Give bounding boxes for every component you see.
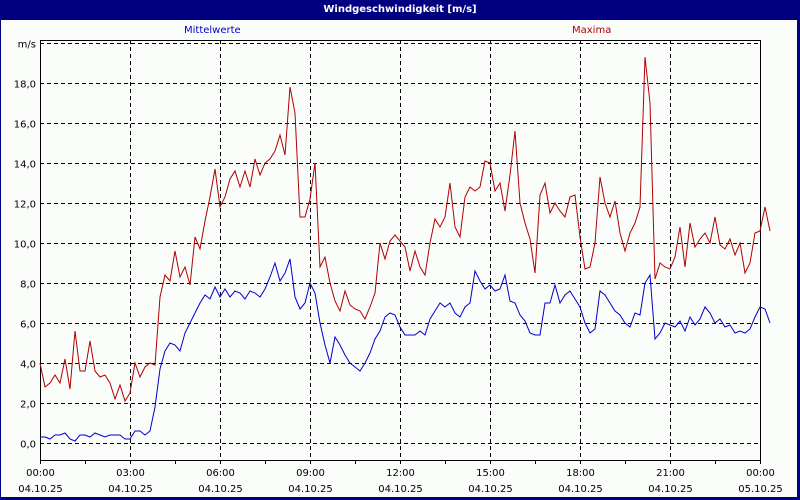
x-tick-time: 06:00 — [206, 468, 235, 479]
chart-panel: Mittelwerte Maxima 0,0 2,0 4,0 6,0 8,0 10,0 12… — [1, 20, 797, 497]
x-tick-date: 04.10.25 — [198, 484, 243, 495]
x-tick-time: 03:00 — [116, 468, 145, 479]
y-tick-label: 0,0 — [20, 440, 36, 451]
x-tick-date: 04.10.25 — [18, 484, 63, 495]
x-tick-date: 04.10.25 — [648, 484, 693, 495]
x-tick-time: 21:00 — [656, 468, 685, 479]
series-line-maxima — [39, 56, 771, 403]
legend-mean: Mittelwerte — [184, 25, 241, 36]
series-lines — [39, 56, 771, 442]
x-tick-date: 04.10.25 — [558, 484, 603, 495]
y-tick-label: m/s — [18, 40, 36, 51]
y-tick-label: 14,0 — [14, 160, 36, 171]
x-tick-time: 00:00 — [746, 468, 775, 479]
y-tick-label: 16,0 — [14, 120, 36, 131]
line-chart: 0,0 2,0 4,0 6,0 8,0 10,0 12,0 14,0 16,0 18,0 m/s 00… — [14, 40, 783, 496]
window-title: Windgeschwindigkeit [m/s] — [323, 4, 477, 15]
x-tick-time: 00:00 — [26, 468, 55, 479]
x-tick-time: 15:00 — [476, 468, 505, 479]
y-tick-label: 4,0 — [20, 360, 36, 371]
x-tick-date: 04.10.25 — [108, 484, 153, 495]
grid-lines — [40, 40, 760, 460]
x-tick-date: 04.10.25 — [288, 484, 333, 495]
y-tick-label: 2,0 — [20, 400, 36, 411]
x-tick-time: 09:00 — [296, 468, 325, 479]
axes: 0,0 2,0 4,0 6,0 8,0 10,0 12,0 14,0 16,0 18,0 m/s 00… — [14, 40, 783, 496]
x-tick-date: 04.10.25 — [468, 484, 513, 495]
y-tick-label: 18,0 — [14, 80, 36, 91]
y-tick-label: 10,0 — [14, 240, 36, 251]
x-tick-date: 05.10.25 — [738, 484, 783, 495]
y-tick-label: 8,0 — [20, 280, 36, 291]
x-tick-date: 04.10.25 — [378, 484, 423, 495]
y-tick-label: 12,0 — [14, 200, 36, 211]
series-line-mittelwerte — [40, 258, 771, 442]
y-tick-label: 6,0 — [20, 320, 36, 331]
x-tick-time: 12:00 — [386, 468, 415, 479]
legend-max: Maxima — [572, 25, 612, 36]
x-tick-time: 18:00 — [566, 468, 595, 479]
